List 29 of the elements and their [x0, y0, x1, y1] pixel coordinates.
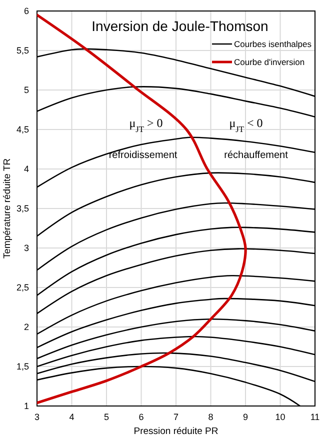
y-tick-label: 2,5: [16, 282, 29, 292]
legend-label: Courbes isenthalpes: [234, 39, 312, 49]
text: Inversion de Joule-Thomson: [92, 18, 268, 34]
y-tick-label: 4: [24, 164, 29, 174]
legend-label: Courbe d'inversion: [234, 57, 305, 67]
y-axis-title: Température réduite TR: [2, 158, 13, 259]
y-tick-label: 5,5: [16, 46, 29, 56]
y-tick-label: 3: [24, 243, 29, 253]
y-tick-label: 5: [24, 85, 29, 95]
annotation: μ$_{JT}$ > 0: [129, 116, 163, 134]
x-tick-label: 7: [173, 412, 179, 422]
x-tick-label: 8: [208, 412, 214, 422]
x-tick-label: 9: [242, 412, 248, 422]
x-tick-label: 3: [34, 412, 40, 422]
x-tick-label: 4: [69, 412, 74, 422]
annotation: réchauffement: [224, 150, 288, 161]
x-axis-title: Pression réduite PR: [134, 426, 218, 437]
x-tick-label: 11: [310, 412, 320, 422]
annotation: refroidissement: [108, 150, 178, 161]
annotation: μ$_{JT}$ < 0: [229, 116, 263, 134]
x-tick-label: 5: [104, 412, 110, 422]
x-tick-label: 10: [275, 412, 286, 422]
y-tick-label: 2: [24, 322, 29, 332]
y-tick-label: 1: [24, 401, 29, 411]
x-tick-label: 6: [138, 412, 144, 422]
y-tick-label: 1,5: [16, 362, 29, 372]
y-tick-label: 4,5: [16, 124, 29, 134]
y-tick-label: 6: [24, 6, 29, 16]
y-tick-label: 3,5: [16, 204, 29, 214]
